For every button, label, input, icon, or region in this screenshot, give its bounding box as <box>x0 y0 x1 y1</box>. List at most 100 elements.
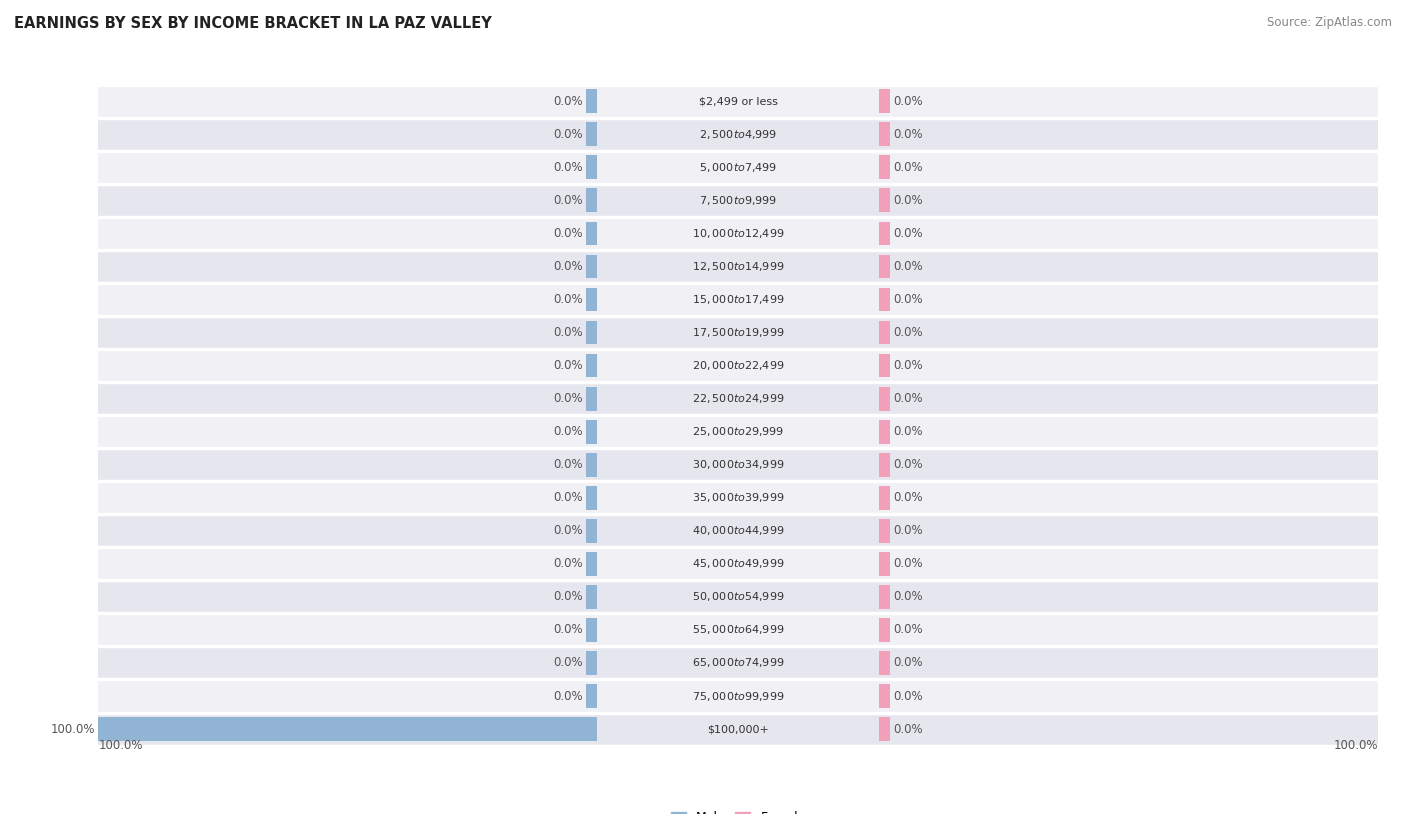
Bar <box>586 684 598 708</box>
Bar <box>586 651 598 675</box>
Text: $22,500 to $24,999: $22,500 to $24,999 <box>692 392 785 405</box>
Bar <box>879 287 890 312</box>
Bar <box>586 189 598 212</box>
Text: 0.0%: 0.0% <box>894 293 924 306</box>
Bar <box>586 221 598 245</box>
Text: 0.0%: 0.0% <box>894 524 924 537</box>
Bar <box>98 580 1378 614</box>
Text: 0.0%: 0.0% <box>553 260 582 273</box>
Text: 0.0%: 0.0% <box>553 392 582 405</box>
Text: $30,000 to $34,999: $30,000 to $34,999 <box>692 458 785 471</box>
Text: $55,000 to $64,999: $55,000 to $64,999 <box>692 624 785 637</box>
Bar <box>879 585 890 609</box>
Text: $15,000 to $17,499: $15,000 to $17,499 <box>692 293 785 306</box>
Bar <box>98 717 598 741</box>
Text: 0.0%: 0.0% <box>553 227 582 240</box>
Text: 0.0%: 0.0% <box>894 590 924 603</box>
Text: 0.0%: 0.0% <box>553 458 582 471</box>
Bar <box>98 614 1378 646</box>
Text: 0.0%: 0.0% <box>894 194 924 207</box>
Text: $17,500 to $19,999: $17,500 to $19,999 <box>692 326 785 339</box>
Bar <box>98 151 1378 184</box>
Bar <box>98 217 1378 250</box>
Text: $10,000 to $12,499: $10,000 to $12,499 <box>692 227 785 240</box>
Text: 0.0%: 0.0% <box>553 359 582 372</box>
Bar <box>879 255 890 278</box>
Bar <box>98 481 1378 514</box>
Bar <box>98 415 1378 449</box>
Bar <box>586 155 598 179</box>
Text: 0.0%: 0.0% <box>553 689 582 702</box>
Text: 100.0%: 100.0% <box>1333 739 1378 752</box>
Bar <box>586 353 598 378</box>
Text: 0.0%: 0.0% <box>553 326 582 339</box>
Text: 0.0%: 0.0% <box>553 194 582 207</box>
Bar <box>879 453 890 477</box>
Bar <box>586 618 598 641</box>
Text: 0.0%: 0.0% <box>894 491 924 504</box>
Bar <box>879 221 890 245</box>
Text: 0.0%: 0.0% <box>553 128 582 141</box>
Bar <box>98 349 1378 382</box>
Bar <box>879 420 890 444</box>
Bar <box>586 287 598 312</box>
Text: 0.0%: 0.0% <box>553 624 582 637</box>
Text: $7,500 to $9,999: $7,500 to $9,999 <box>699 194 778 207</box>
Text: $20,000 to $22,499: $20,000 to $22,499 <box>692 359 785 372</box>
Bar <box>586 453 598 477</box>
Legend: Male, Female: Male, Female <box>665 807 811 814</box>
Bar <box>586 585 598 609</box>
Text: Source: ZipAtlas.com: Source: ZipAtlas.com <box>1267 16 1392 29</box>
Text: 0.0%: 0.0% <box>553 524 582 537</box>
Bar <box>586 122 598 147</box>
Bar <box>586 387 598 410</box>
Text: 0.0%: 0.0% <box>894 689 924 702</box>
Bar <box>879 618 890 641</box>
Bar <box>586 486 598 510</box>
Text: 0.0%: 0.0% <box>894 558 924 571</box>
Text: $100,000+: $100,000+ <box>707 724 769 734</box>
Bar <box>879 684 890 708</box>
Bar <box>879 90 890 113</box>
Bar <box>586 552 598 575</box>
Bar <box>879 651 890 675</box>
Text: 0.0%: 0.0% <box>553 491 582 504</box>
Bar <box>98 250 1378 283</box>
Bar <box>98 118 1378 151</box>
Bar <box>879 189 890 212</box>
Bar <box>98 646 1378 680</box>
Bar <box>586 255 598 278</box>
Bar <box>879 353 890 378</box>
Bar <box>586 90 598 113</box>
Text: EARNINGS BY SEX BY INCOME BRACKET IN LA PAZ VALLEY: EARNINGS BY SEX BY INCOME BRACKET IN LA … <box>14 16 492 31</box>
Bar <box>879 321 890 344</box>
Text: 0.0%: 0.0% <box>894 326 924 339</box>
Text: 0.0%: 0.0% <box>553 293 582 306</box>
Text: 0.0%: 0.0% <box>553 558 582 571</box>
Text: $5,000 to $7,499: $5,000 to $7,499 <box>699 161 778 174</box>
Text: $12,500 to $14,999: $12,500 to $14,999 <box>692 260 785 273</box>
Text: 0.0%: 0.0% <box>894 392 924 405</box>
Text: $40,000 to $44,999: $40,000 to $44,999 <box>692 524 785 537</box>
Text: 0.0%: 0.0% <box>553 425 582 438</box>
Text: 0.0%: 0.0% <box>894 260 924 273</box>
Bar <box>98 514 1378 547</box>
Text: $75,000 to $99,999: $75,000 to $99,999 <box>692 689 785 702</box>
Bar <box>98 184 1378 217</box>
Text: $50,000 to $54,999: $50,000 to $54,999 <box>692 590 785 603</box>
Bar <box>98 680 1378 712</box>
Text: 0.0%: 0.0% <box>894 624 924 637</box>
Text: 0.0%: 0.0% <box>894 359 924 372</box>
Text: $35,000 to $39,999: $35,000 to $39,999 <box>692 491 785 504</box>
Bar <box>879 486 890 510</box>
Bar <box>879 155 890 179</box>
Bar <box>98 85 1378 118</box>
Text: 0.0%: 0.0% <box>894 656 924 669</box>
Bar <box>98 382 1378 415</box>
Bar <box>879 717 890 741</box>
Text: 100.0%: 100.0% <box>51 723 96 736</box>
Text: $2,499 or less: $2,499 or less <box>699 96 778 106</box>
Bar <box>879 519 890 543</box>
Text: 0.0%: 0.0% <box>894 723 924 736</box>
Bar <box>98 316 1378 349</box>
